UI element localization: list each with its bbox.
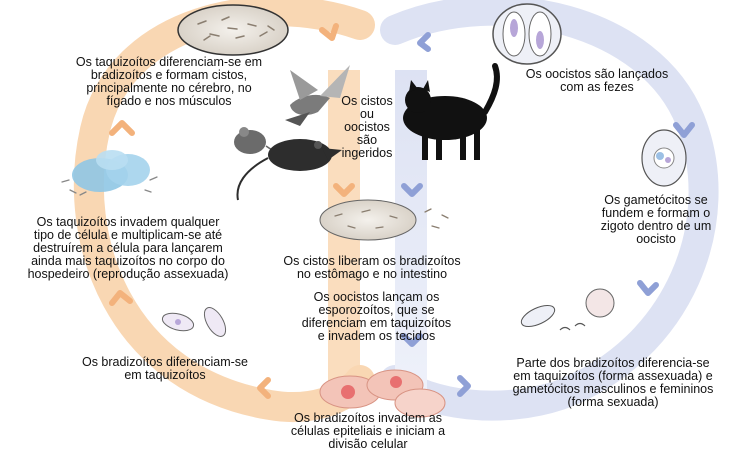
blue-arrows bbox=[401, 32, 695, 397]
orange-arrows bbox=[109, 23, 355, 399]
gametocytes-icon bbox=[520, 129, 687, 331]
label-cysts-form: Os taquizoítos diferenciam-se em bradizo… bbox=[75, 55, 263, 108]
label-tachyzoites-invade: Os taquizoítos invadem qualquer tipo de … bbox=[27, 215, 229, 281]
oocyst-icon bbox=[492, 3, 562, 65]
crescent-bradyzoites-icon bbox=[161, 307, 227, 337]
cyst-icon bbox=[177, 4, 289, 56]
epithelial-cells-icon bbox=[319, 369, 446, 418]
label-ingested: Os cistos ou oocistos são ingeridos bbox=[341, 94, 393, 160]
label-cysts-release: Os cistos liberam os bradizoítos no estô… bbox=[283, 254, 461, 281]
label-part-bradyzoites: Parte dos bradizoítos diferencia-se em t… bbox=[512, 356, 714, 409]
label-bradyzoites-diff: Os bradizoítos diferenciam-se em taquizo… bbox=[81, 355, 249, 382]
label-oocysts-release: Os oocistos lançam os esporozoítos, que … bbox=[301, 290, 452, 343]
tachyzoite-cells-icon bbox=[61, 150, 158, 196]
label-oocysts-feces: Os oocistos são lançados com as fezes bbox=[525, 67, 669, 94]
rat-icon bbox=[236, 139, 342, 201]
bradyzoites-icon bbox=[319, 199, 449, 241]
bird-icon bbox=[285, 65, 350, 126]
cat-icon bbox=[403, 63, 500, 160]
label-gametocytes-fuse: Os gametócitos se fundem e formam o zigo… bbox=[600, 193, 712, 246]
label-bradyzoites-invade: Os bradizoítos invadem as células epitel… bbox=[290, 411, 446, 451]
